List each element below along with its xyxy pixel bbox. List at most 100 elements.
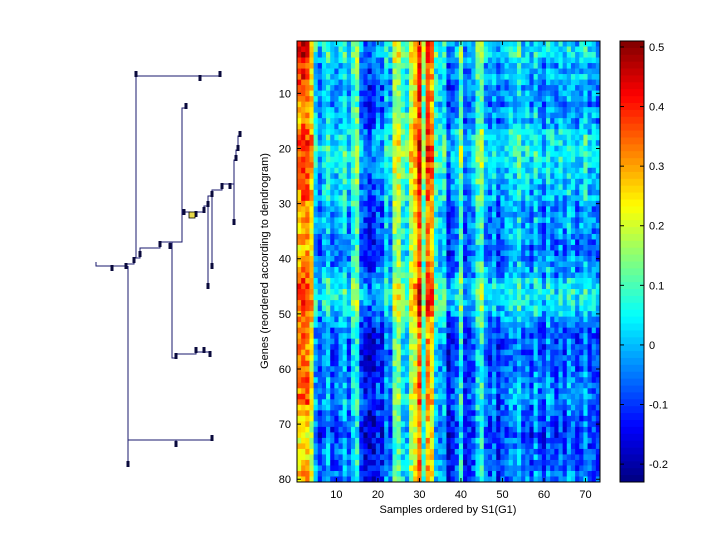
heatmap-cell — [467, 162, 472, 169]
heatmap-cell — [417, 151, 422, 158]
heatmap-cell — [463, 272, 468, 279]
heatmap-cell — [450, 107, 456, 114]
heatmap-cell — [529, 57, 534, 64]
heatmap-cell — [330, 173, 335, 180]
heatmap-cell — [342, 206, 348, 213]
heatmap-cell — [595, 211, 601, 218]
heatmap-cell — [475, 300, 480, 306]
heatmap-cell — [479, 228, 485, 235]
heatmap-cell — [483, 178, 489, 185]
heatmap-cell — [392, 333, 397, 340]
heatmap-cell — [309, 399, 314, 406]
heatmap-cell — [575, 162, 580, 169]
heatmap-cell — [583, 289, 588, 295]
heatmap-cell — [409, 300, 414, 306]
heatmap-cell — [384, 79, 389, 86]
heatmap-cell — [533, 217, 539, 224]
heatmap-cell — [463, 371, 468, 378]
heatmap-cell — [334, 90, 339, 97]
heatmap-cell — [413, 123, 418, 130]
heatmap-cell — [562, 283, 568, 290]
heatmap-cell — [458, 322, 464, 328]
heatmap-cell — [429, 311, 435, 317]
heatmap-cell — [479, 355, 485, 362]
heatmap-cell — [504, 250, 510, 257]
heatmap-cell — [467, 200, 472, 207]
heatmap-cell — [516, 393, 522, 400]
heatmap-cell — [330, 123, 335, 130]
heatmap-cell — [429, 283, 435, 290]
heatmap-cell — [433, 134, 439, 141]
heatmap-cell — [533, 178, 539, 185]
heatmap-cell — [400, 41, 406, 47]
dendrogram-leaf — [206, 283, 210, 289]
heatmap-cell — [562, 272, 568, 279]
heatmap-cell — [533, 222, 539, 229]
heatmap-cell — [313, 156, 319, 163]
heatmap-cell — [458, 300, 464, 306]
heatmap-cell — [438, 355, 443, 362]
heatmap-cell — [492, 200, 497, 207]
heatmap-cell — [355, 222, 360, 229]
heatmap-cell — [463, 393, 468, 400]
heatmap-cell — [492, 410, 497, 417]
heatmap-cell — [463, 250, 468, 257]
heatmap-cell — [558, 134, 563, 141]
heatmap-cell — [421, 134, 427, 141]
heatmap-cell — [566, 272, 572, 279]
heatmap-cell — [297, 382, 302, 389]
heatmap-cell — [297, 228, 302, 235]
heatmap-cell — [475, 377, 480, 384]
heatmap-cell — [433, 90, 439, 97]
heatmap-cell — [533, 206, 539, 213]
heatmap-cell — [516, 344, 522, 351]
heatmap-cell — [301, 134, 306, 141]
heatmap-cell — [334, 382, 339, 389]
heatmap-cell — [409, 228, 414, 235]
heatmap-cell — [438, 107, 443, 114]
heatmap-cell — [595, 118, 601, 125]
heatmap-cell — [413, 200, 418, 207]
heatmap-cell — [508, 195, 514, 202]
heatmap-cell — [521, 366, 526, 373]
heatmap-cell — [492, 85, 497, 91]
heatmap-cell — [367, 410, 373, 417]
heatmap-cell — [504, 289, 510, 295]
heatmap-cell — [492, 300, 497, 306]
heatmap-cell — [417, 388, 422, 395]
heatmap-cell — [342, 377, 348, 384]
heatmap-cell — [550, 316, 555, 323]
heatmap-cell — [483, 316, 489, 323]
heatmap-cell — [487, 118, 493, 125]
heatmap-cell — [338, 278, 344, 284]
heatmap-cell — [446, 294, 451, 301]
heatmap-cell — [404, 140, 410, 147]
heatmap-cell — [487, 101, 493, 108]
heatmap-cell — [546, 366, 551, 373]
heatmap-cell — [546, 52, 551, 58]
heatmap-cell — [400, 74, 406, 80]
heatmap-cell — [346, 184, 352, 191]
heatmap-cell — [546, 46, 551, 53]
heatmap-cell — [313, 178, 319, 185]
heatmap-cell — [301, 371, 306, 378]
heatmap-cell — [450, 244, 456, 251]
heatmap-cell — [458, 371, 464, 378]
heatmap-cell — [425, 217, 431, 224]
heatmap-cell — [388, 112, 393, 119]
heatmap-cell — [355, 278, 360, 284]
heatmap-cell — [504, 206, 510, 213]
heatmap-cell — [404, 338, 410, 345]
heatmap-cell — [529, 228, 534, 235]
heatmap-cell — [392, 283, 397, 290]
heatmap-cell — [541, 85, 547, 91]
heatmap-cell — [400, 267, 406, 273]
heatmap-cell — [433, 294, 439, 301]
heatmap-cell — [305, 344, 310, 351]
heatmap-cell — [483, 250, 489, 257]
heatmap-cell — [471, 184, 476, 191]
heatmap-cell — [355, 300, 360, 306]
heatmap-cell — [400, 250, 406, 257]
heatmap-cell — [375, 151, 381, 158]
heatmap-cell — [313, 189, 319, 196]
